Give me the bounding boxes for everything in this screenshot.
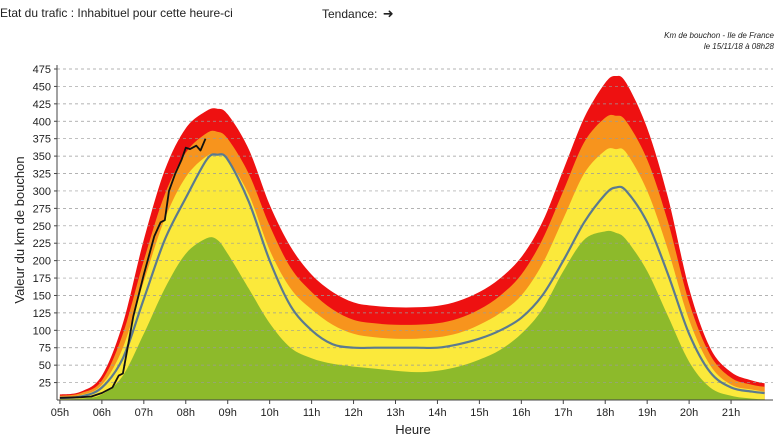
chart-timestamp: le 15/11/18 à 08h28: [703, 42, 774, 51]
y-tick-label: 25: [39, 378, 51, 390]
y-tick-label: 50: [39, 360, 51, 372]
chart-title: Km de bouchon - Ile de France: [664, 31, 774, 40]
y-tick-label: 350: [33, 151, 51, 163]
y-tick-label: 150: [33, 290, 51, 302]
trend-indicator: Tendance: ➜: [322, 6, 394, 22]
traffic-status: Etat du trafic : Inhabituel pour cette h…: [0, 6, 233, 20]
y-tick-label: 375: [33, 134, 51, 146]
x-tick-label: 07h: [135, 407, 153, 419]
chart-caption: Km de bouchon - Ile de France le 15/11/1…: [664, 30, 774, 52]
y-tick-label: 475: [33, 64, 51, 76]
y-tick-label: 425: [33, 99, 51, 111]
y-tick-label: 75: [39, 343, 51, 355]
traffic-status-value: Inhabituel pour cette heure-ci: [77, 6, 233, 20]
y-tick-label: 325: [33, 169, 51, 181]
x-tick-label: 15h: [470, 407, 488, 419]
chart-grid: [57, 68, 773, 383]
traffic-status-label: Etat du trafic :: [0, 6, 75, 20]
chart-axes: 25 50 75 100 125 150 175 200 225 250 275 300 325 350 3…: [33, 64, 773, 419]
x-tick-label: 08h: [177, 407, 195, 419]
chart-bands: [59, 75, 765, 401]
x-tick-label: 13h: [386, 407, 404, 419]
y-tick-label: 450: [33, 81, 51, 93]
trend-label: Tendance:: [322, 7, 378, 21]
arrow-right-icon: ➜: [382, 6, 394, 21]
chart-lines: [59, 138, 765, 399]
x-tick-label: 10h: [260, 407, 278, 419]
x-tick-label: 14h: [428, 407, 446, 419]
x-axis-label: Heure: [395, 422, 430, 437]
median-line: [59, 153, 765, 399]
y-tick-label: 200: [33, 256, 51, 268]
y-tick-label: 175: [33, 273, 51, 285]
x-tick-label: 05h: [51, 407, 69, 419]
x-tick-label: 09h: [219, 407, 237, 419]
y-tick-label: 250: [33, 221, 51, 233]
y-tick-label: 125: [33, 308, 51, 320]
y-tick-label: 275: [33, 203, 51, 215]
x-tick-label: 20h: [680, 407, 698, 419]
x-tick-label: 11h: [303, 407, 321, 419]
band-low: [59, 230, 765, 400]
y-tick-label: 300: [33, 186, 51, 198]
today-line: [59, 138, 207, 399]
x-tick-label: 18h: [596, 407, 614, 419]
x-tick-label: 06h: [93, 407, 111, 419]
y-tick-label: 400: [33, 116, 51, 128]
y-axis-label: Valeur du km de bouchon: [12, 156, 27, 303]
x-tick-label: 16h: [512, 407, 530, 419]
x-tick-label: 19h: [638, 407, 656, 419]
x-tick-label: 17h: [554, 407, 572, 419]
x-tick-label: 12h: [344, 407, 362, 419]
x-tick-label: 21h: [722, 407, 740, 419]
y-tick-label: 100: [33, 325, 51, 337]
y-tick-label: 225: [33, 238, 51, 250]
